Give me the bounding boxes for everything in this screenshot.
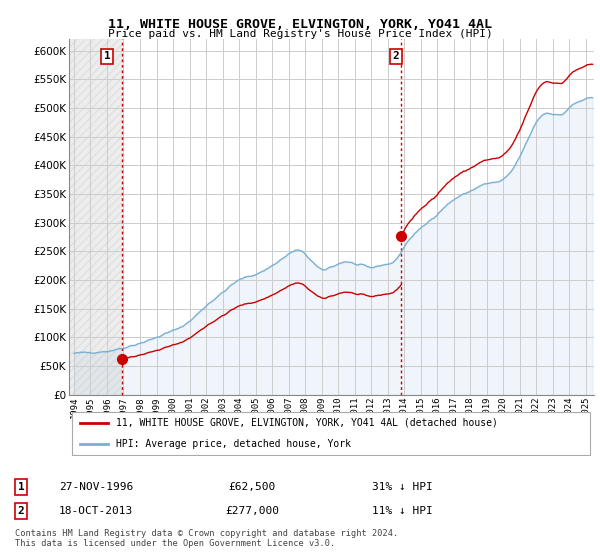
Text: 1: 1 <box>104 52 110 62</box>
Text: 2: 2 <box>17 506 25 516</box>
Text: 27-NOV-1996: 27-NOV-1996 <box>59 482 133 492</box>
Text: £62,500: £62,500 <box>229 482 275 492</box>
Text: Contains HM Land Registry data © Crown copyright and database right 2024.
This d: Contains HM Land Registry data © Crown c… <box>15 529 398 548</box>
Text: 31% ↓ HPI: 31% ↓ HPI <box>371 482 433 492</box>
Text: HPI: Average price, detached house, York: HPI: Average price, detached house, York <box>116 439 351 449</box>
Text: 11, WHITE HOUSE GROVE, ELVINGTON, YORK, YO41 4AL (detached house): 11, WHITE HOUSE GROVE, ELVINGTON, YORK, … <box>116 418 498 428</box>
Text: 11, WHITE HOUSE GROVE, ELVINGTON, YORK, YO41 4AL: 11, WHITE HOUSE GROVE, ELVINGTON, YORK, … <box>108 18 492 31</box>
Text: 1: 1 <box>17 482 25 492</box>
Text: 18-OCT-2013: 18-OCT-2013 <box>59 506 133 516</box>
Bar <box>69 39 122 395</box>
Text: Price paid vs. HM Land Registry's House Price Index (HPI): Price paid vs. HM Land Registry's House … <box>107 29 493 39</box>
Text: 2: 2 <box>392 52 399 62</box>
Text: £277,000: £277,000 <box>225 506 279 516</box>
Text: 11% ↓ HPI: 11% ↓ HPI <box>371 506 433 516</box>
FancyBboxPatch shape <box>71 412 590 455</box>
